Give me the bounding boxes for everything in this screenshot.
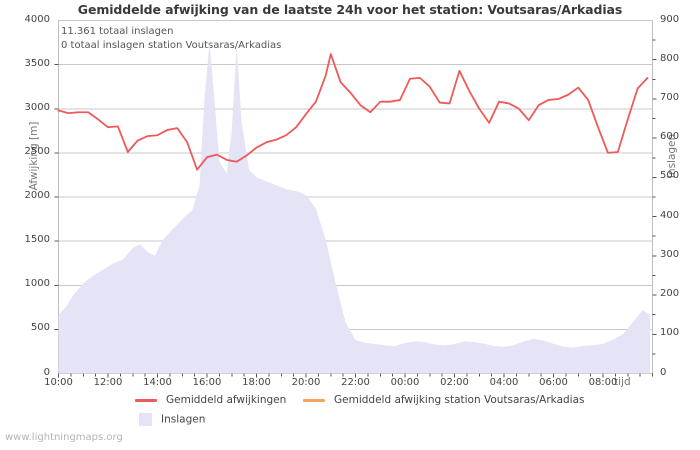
legend-item-strikes[interactable]: Inslagen [135,413,205,426]
y-tick-right-300: 300 [660,248,680,260]
y-tick-right-700: 700 [660,91,680,103]
x-axis-label: tijd [614,376,631,388]
legend-item-station[interactable]: Gemiddeld afwijking station Voutsaras/Ar… [303,394,585,406]
y-axis-right-label: Inslagen [666,133,678,179]
legend-swatch-strikes [139,413,152,426]
x-tick-0200: 02:00 [440,377,469,388]
x-tick-2200: 22:00 [341,377,370,388]
page-title: Gemiddelde afwijking van de laatste 24h … [77,2,623,17]
x-tick-0800: 08:00 [588,377,618,388]
y-tick-left-2500: 2500 [24,145,50,157]
y-tick-left-4000: 4000 [24,13,50,25]
watermark: www.lightningmaps.org [5,432,123,443]
x-tick-2000: 20:00 [291,377,321,388]
y-tick-left-3500: 3500 [24,57,50,69]
y-tick-left-2000: 2000 [24,190,50,201]
x-tick-0400: 04:00 [489,377,519,388]
legend-label-deviation: Gemiddeld afwijkingen [166,394,287,406]
x-tick-1600: 16:00 [192,377,222,388]
annotation-station-strikes: 0 totaal inslagen station Voutsaras/Arka… [61,40,282,51]
x-tick-0600: 06:00 [539,377,568,388]
legend-item-deviation[interactable]: Gemiddeld afwijkingen [135,394,286,406]
legend-swatch-station [303,398,325,402]
y-tick-right-600: 600 [660,131,680,143]
y-tick-right-200: 200 [660,288,680,300]
y-tick-right-900: 900 [660,13,680,25]
y-tick-right-400: 400 [660,209,680,221]
x-tick-1400: 14:00 [143,377,172,388]
y-tick-left-500: 500 [30,322,50,334]
annotation-total-strikes: 11.361 totaal inslagen [61,26,174,37]
y-tick-right-800: 800 [660,52,680,64]
x-tick-1200: 12:00 [93,377,123,388]
y-tick-right-0: 0 [660,366,667,378]
y-tick-left-1500: 1500 [24,234,50,246]
plot-area [58,20,653,374]
legend-label-strikes: Inslagen [161,413,206,426]
y-tick-right-100: 100 [660,327,680,339]
y-tick-right-500: 500 [660,170,680,182]
y-tick-left-1000: 1000 [24,278,50,290]
y-tick-left-0: 0 [43,366,50,378]
legend-label-station: Gemiddeld afwijking station Voutsaras/Ar… [334,394,585,406]
x-tick-1000: 10:00 [44,377,73,388]
x-tick-0000: 00:00 [390,377,420,388]
x-tick-1800: 18:00 [242,377,271,388]
legend-swatch-deviation [135,398,157,402]
y-tick-left-3000: 3000 [24,101,50,113]
